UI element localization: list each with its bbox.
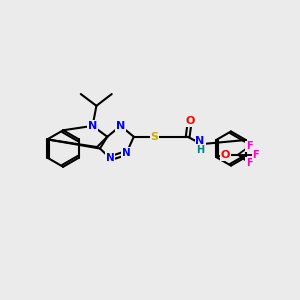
Text: O: O — [185, 116, 194, 126]
Text: F: F — [246, 158, 253, 168]
Text: H: H — [196, 145, 204, 155]
Text: N: N — [122, 148, 131, 158]
Text: S: S — [150, 132, 158, 142]
Text: N: N — [116, 121, 125, 131]
Text: N: N — [195, 136, 205, 146]
Text: F: F — [246, 142, 253, 152]
Text: O: O — [221, 150, 230, 160]
Text: F: F — [252, 150, 259, 160]
Text: N: N — [106, 153, 115, 163]
Text: N: N — [88, 121, 97, 131]
